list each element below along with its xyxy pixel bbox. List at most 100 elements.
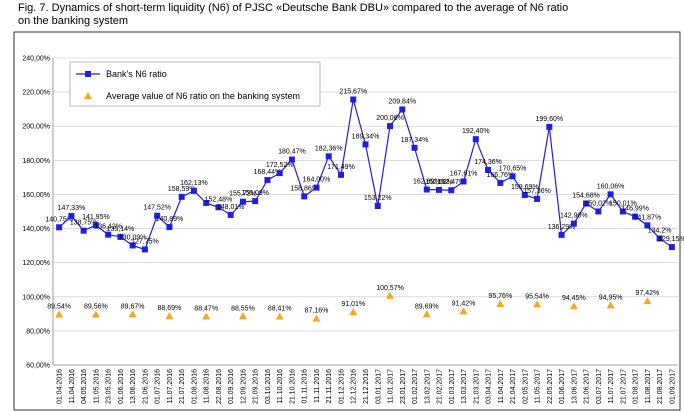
data-point <box>203 199 210 206</box>
data-label: 215,67% <box>339 88 367 95</box>
data-label: 153,22% <box>364 195 392 202</box>
x-tick-label: 21.12.2016 <box>363 369 370 404</box>
data-label: 89,54% <box>47 304 71 311</box>
data-point <box>606 301 615 309</box>
x-tick-label: 21.11.2016 <box>326 369 333 404</box>
x-tick-label: 21.07.2016 <box>179 369 186 404</box>
y-tick-label: 160,00% <box>22 192 50 199</box>
data-label: 166,76% <box>486 172 514 179</box>
data-label: 192,40% <box>462 128 490 135</box>
y-tick-label: 240,00% <box>22 56 50 63</box>
data-point <box>496 300 505 308</box>
data-point <box>411 144 418 151</box>
x-tick-label: 11.04.2016 <box>69 369 76 404</box>
x-tick-label: 13.06.2017 <box>571 369 578 404</box>
data-label: 172,52% <box>266 162 294 169</box>
data-point <box>165 312 174 320</box>
data-label: 164,00% <box>303 177 331 184</box>
x-tick-label: 13.02.2017 <box>424 369 431 404</box>
x-tick-label: 03.01.2017 <box>375 369 382 404</box>
x-tick-label: 23.01.2017 <box>400 369 407 404</box>
x-tick-label: 03.07.2017 <box>596 369 603 404</box>
data-label: 150,02% <box>585 200 613 207</box>
x-tick-label: 21.10.2016 <box>289 369 296 404</box>
data-point <box>337 171 344 178</box>
data-point <box>558 231 565 238</box>
x-tick-label: 11.10.2016 <box>277 369 284 404</box>
data-label: 170,65% <box>499 165 527 172</box>
legend-label: Bank's N6 ratio <box>106 69 167 79</box>
data-point <box>68 213 75 220</box>
x-tick-label: 01.03.2017 <box>449 369 456 404</box>
data-point <box>534 195 541 202</box>
data-point <box>423 186 430 193</box>
x-tick-label: 11.08.2017 <box>645 369 652 404</box>
data-label: 141,95% <box>82 214 110 221</box>
data-point <box>570 220 577 227</box>
data-point <box>276 170 283 177</box>
x-tick-label: 13.06.2016 <box>130 369 137 404</box>
data-label: 146,99% <box>621 206 649 213</box>
x-tick-label: 21.09.2016 <box>253 369 260 404</box>
data-point <box>644 222 651 229</box>
data-label: 209,84% <box>388 98 416 105</box>
data-point <box>238 312 247 320</box>
data-label: 157,36% <box>523 188 551 195</box>
data-label: 158,86% <box>290 185 318 192</box>
data-label: 87,16% <box>305 308 329 315</box>
y-tick-label: 80,00% <box>26 328 50 335</box>
x-tick-label: 21.08.2017 <box>657 369 664 404</box>
data-point <box>349 308 358 316</box>
x-tick-label: 03.04.2017 <box>486 369 493 404</box>
data-point <box>595 208 602 215</box>
x-tick-label: 22.08.2016 <box>216 369 223 404</box>
x-tick-label: 11.05.2017 <box>535 369 542 404</box>
data-label: 140,89% <box>156 216 184 223</box>
data-label: 142,90% <box>560 213 588 220</box>
x-tick-label: 21.02.2017 <box>437 369 444 404</box>
data-point <box>546 123 553 130</box>
x-tick-label: 02.05.2017 <box>522 369 529 404</box>
x-tick-label: 12.12.2016 <box>351 369 358 404</box>
data-label: 147,52% <box>143 205 171 212</box>
data-label: 95,76% <box>488 293 512 300</box>
data-label: 174,36% <box>474 159 502 166</box>
data-label: 134,2% <box>648 227 672 234</box>
data-point <box>227 211 234 218</box>
data-point <box>129 242 136 249</box>
data-point <box>325 153 332 160</box>
data-point <box>154 212 161 219</box>
x-tick-label: 01.09.2017 <box>669 369 676 404</box>
data-point <box>459 307 468 315</box>
data-label: 88,69% <box>158 305 182 312</box>
y-tick-label: 140,00% <box>22 226 50 233</box>
data-point <box>56 224 63 231</box>
x-tick-label: 04.05.2016 <box>81 369 88 404</box>
data-point <box>668 244 675 251</box>
data-label: 94,45% <box>562 295 586 302</box>
data-label: 130,09% <box>119 234 147 241</box>
data-point <box>362 141 369 148</box>
data-label: 88,55% <box>231 305 255 312</box>
data-point <box>583 200 590 207</box>
x-tick-label: 22.05.2017 <box>547 369 554 404</box>
data-label: 138,75% <box>70 220 98 227</box>
x-tick-label: 11.01.2017 <box>388 369 395 404</box>
data-label: 89,69% <box>415 303 439 310</box>
data-point <box>386 291 395 299</box>
data-label: 141,87% <box>634 214 662 221</box>
data-point <box>607 191 614 198</box>
data-label: 159,69% <box>511 184 539 191</box>
x-tick-label: 21.06.2017 <box>584 369 591 404</box>
x-tick-label: 13.03.2017 <box>461 369 468 404</box>
x-tick-label: 01.06.2016 <box>118 369 125 404</box>
frame <box>13 31 681 411</box>
x-tick-label: 01.08.2016 <box>191 369 198 404</box>
data-label: 162,47% <box>437 179 465 186</box>
data-label: 91,42% <box>452 300 476 307</box>
y-tick-label: 100,00% <box>22 294 50 301</box>
data-label: 182,36% <box>315 145 343 152</box>
data-label: 189,34% <box>352 133 380 140</box>
data-label: 94,95% <box>599 294 623 301</box>
x-tick-label: 21.03.2017 <box>473 369 480 404</box>
